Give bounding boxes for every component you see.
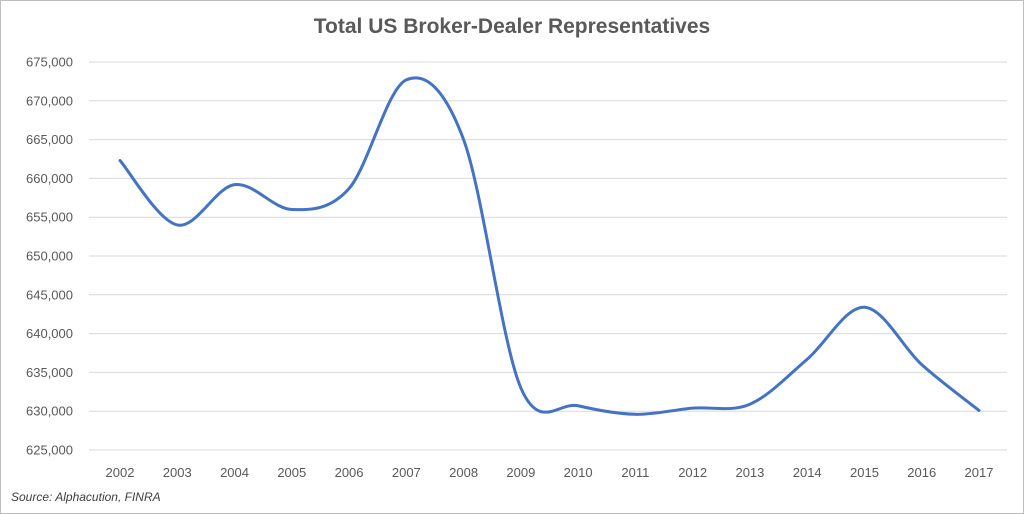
x-tick-label: 2004 xyxy=(220,465,249,480)
gridlines xyxy=(89,61,1007,451)
series-line xyxy=(118,76,981,416)
x-tick-label: 2012 xyxy=(678,465,707,480)
y-tick-label: 625,000 xyxy=(26,443,73,458)
x-axis-ticks: 2002 2003 2004 2005 2006 2007 2008 2009 2010 2011… xyxy=(106,465,994,480)
x-tick-label: 2017 xyxy=(965,465,994,480)
x-tick-label: 2015 xyxy=(850,465,879,480)
y-tick-label: 660,000 xyxy=(26,171,73,186)
y-tick-label: 640,000 xyxy=(26,326,73,341)
y-axis-ticks: 625,000 630,000 635,000 640,000 645,000 650,0… xyxy=(26,55,73,458)
x-tick-label: 2008 xyxy=(449,465,478,480)
y-tick-label: 675,000 xyxy=(26,55,73,70)
x-tick-label: 2003 xyxy=(163,465,192,480)
x-tick-label: 2002 xyxy=(106,465,135,480)
y-tick-label: 645,000 xyxy=(26,287,73,302)
x-tick-label: 2005 xyxy=(277,465,306,480)
x-tick-label: 2009 xyxy=(506,465,535,480)
y-tick-label: 630,000 xyxy=(26,404,73,419)
x-tick-label: 2013 xyxy=(735,465,764,480)
series-group xyxy=(118,76,981,416)
chart-title: Total US Broker-Dealer Representatives xyxy=(313,15,711,38)
x-tick-label: 2011 xyxy=(621,465,649,480)
y-tick-label: 650,000 xyxy=(26,249,73,264)
y-tick-label: 655,000 xyxy=(26,210,73,225)
x-tick-label: 2014 xyxy=(793,465,822,480)
x-tick-label: 2006 xyxy=(335,465,364,480)
source-note: Source: Alphacution, FINRA xyxy=(11,490,161,504)
y-tick-label: 670,000 xyxy=(26,93,73,108)
y-tick-label: 635,000 xyxy=(26,365,73,380)
x-tick-label: 2016 xyxy=(907,465,936,480)
x-tick-label: 2007 xyxy=(392,465,421,480)
x-tick-label: 2010 xyxy=(564,465,593,480)
y-tick-label: 665,000 xyxy=(26,132,73,147)
